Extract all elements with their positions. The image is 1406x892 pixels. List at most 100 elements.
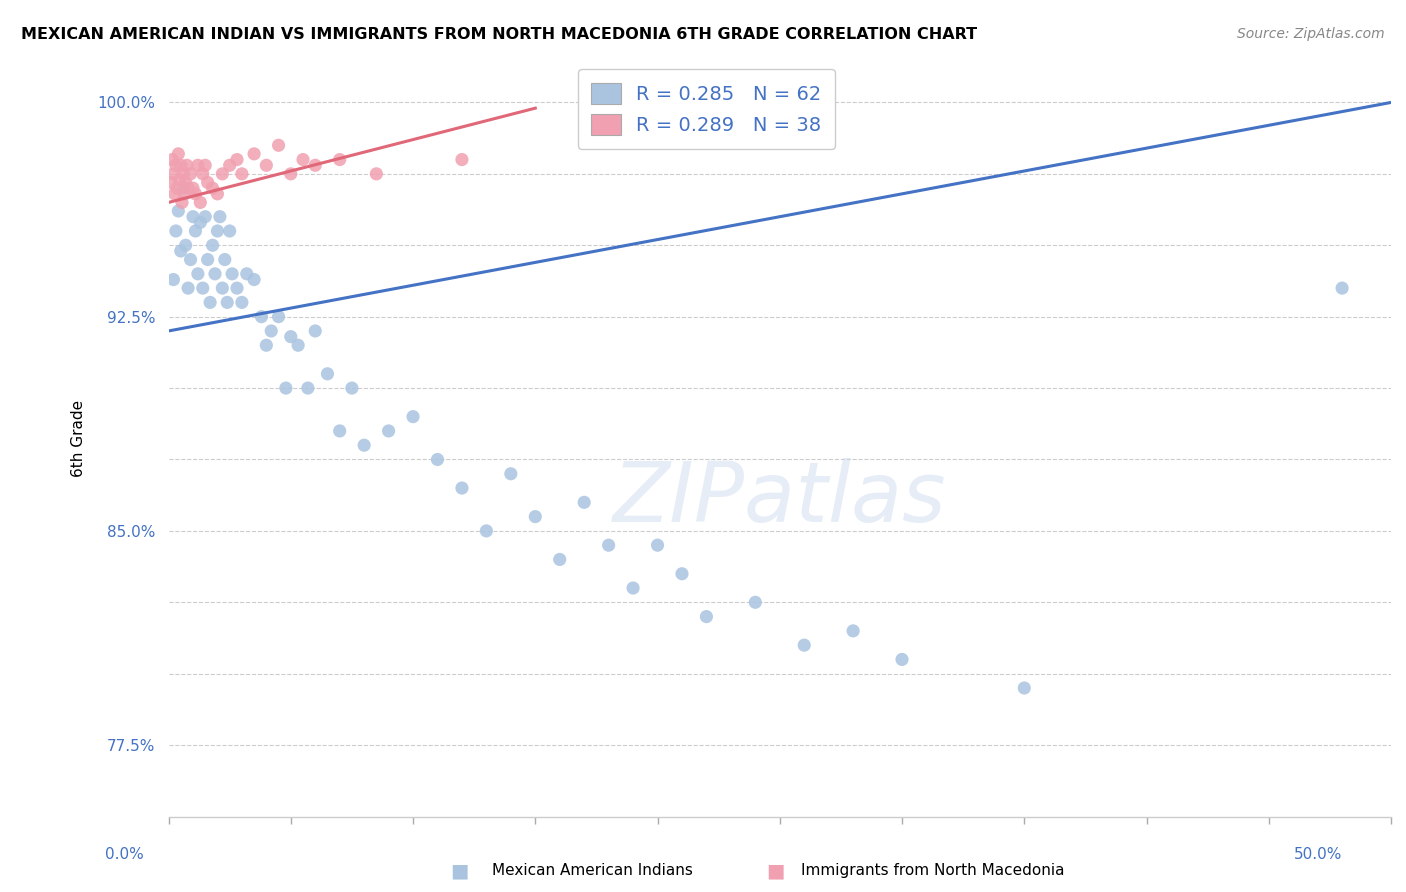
Point	[267, 138, 290, 153]
Point	[172, 167, 194, 181]
Point	[160, 176, 183, 190]
Point	[165, 158, 187, 172]
Point	[207, 224, 229, 238]
Text: 0.0%: 0.0%	[105, 847, 145, 862]
Point	[180, 252, 202, 267]
Text: Source: ZipAtlas.com: Source: ZipAtlas.com	[1237, 27, 1385, 41]
Point	[176, 158, 198, 172]
Point	[184, 186, 207, 201]
Text: ■: ■	[766, 861, 785, 880]
Point	[598, 538, 620, 552]
Point	[793, 638, 815, 652]
Point	[254, 158, 277, 172]
Point	[172, 181, 194, 195]
Y-axis label: 6th Grade: 6th Grade	[72, 400, 86, 476]
Point	[194, 158, 217, 172]
Point	[177, 281, 200, 295]
Point	[377, 424, 399, 438]
Point	[1331, 281, 1354, 295]
Point	[297, 381, 319, 395]
Point	[353, 438, 375, 452]
Point	[451, 153, 474, 167]
Point	[226, 281, 249, 295]
Point	[499, 467, 522, 481]
Point	[187, 267, 209, 281]
Point	[201, 181, 224, 195]
Point	[180, 167, 202, 181]
Text: 50.0%: 50.0%	[1295, 847, 1343, 862]
Point	[548, 552, 571, 566]
Point	[207, 186, 229, 201]
Point	[451, 481, 474, 495]
Point	[304, 158, 326, 172]
Text: Mexican American Indians: Mexican American Indians	[492, 863, 693, 878]
Point	[280, 329, 302, 343]
Point	[197, 252, 219, 267]
Point	[250, 310, 273, 324]
Point	[218, 158, 240, 172]
Point	[197, 176, 219, 190]
Point	[166, 181, 188, 195]
Point	[231, 295, 253, 310]
Point	[287, 338, 309, 352]
Point	[177, 181, 200, 195]
Point	[221, 267, 243, 281]
Point	[214, 252, 236, 267]
Text: ■: ■	[450, 861, 468, 880]
Point	[187, 158, 209, 172]
Point	[671, 566, 693, 581]
Point	[292, 153, 315, 167]
Point	[211, 167, 233, 181]
Point	[191, 167, 214, 181]
Point	[160, 153, 183, 167]
Point	[274, 381, 297, 395]
Point	[260, 324, 283, 338]
Point	[226, 153, 249, 167]
Point	[243, 146, 266, 161]
Point	[167, 146, 190, 161]
Point	[201, 238, 224, 252]
Point	[181, 210, 204, 224]
Point	[340, 381, 363, 395]
Point	[208, 210, 231, 224]
Point	[174, 238, 197, 252]
Text: ZIPatlas: ZIPatlas	[613, 458, 946, 539]
Point	[744, 595, 766, 609]
Legend: R = 0.285   N = 62, R = 0.289   N = 38: R = 0.285 N = 62, R = 0.289 N = 38	[578, 70, 835, 149]
Point	[181, 181, 204, 195]
Point	[170, 195, 193, 210]
Point	[167, 204, 190, 219]
Point	[174, 176, 197, 190]
Point	[329, 424, 352, 438]
Point	[218, 224, 240, 238]
Point	[475, 524, 498, 538]
Point	[304, 324, 326, 338]
Point	[162, 167, 184, 181]
Point	[194, 210, 217, 224]
Point	[280, 167, 302, 181]
Point	[163, 186, 186, 201]
Point	[524, 509, 547, 524]
Point	[217, 295, 239, 310]
Point	[267, 310, 290, 324]
Point	[165, 224, 187, 238]
Text: Immigrants from North Macedonia: Immigrants from North Macedonia	[801, 863, 1064, 878]
Point	[243, 272, 266, 286]
Point	[236, 267, 259, 281]
Point	[170, 158, 193, 172]
Point	[329, 153, 352, 167]
Point	[188, 215, 211, 229]
Point	[621, 581, 644, 595]
Point	[169, 172, 191, 186]
Point	[170, 244, 193, 258]
Point	[647, 538, 669, 552]
Point	[572, 495, 595, 509]
Point	[426, 452, 449, 467]
Point	[316, 367, 339, 381]
Point	[184, 224, 207, 238]
Point	[198, 295, 221, 310]
Point	[891, 652, 914, 666]
Point	[204, 267, 226, 281]
Point	[402, 409, 425, 424]
Point	[211, 281, 233, 295]
